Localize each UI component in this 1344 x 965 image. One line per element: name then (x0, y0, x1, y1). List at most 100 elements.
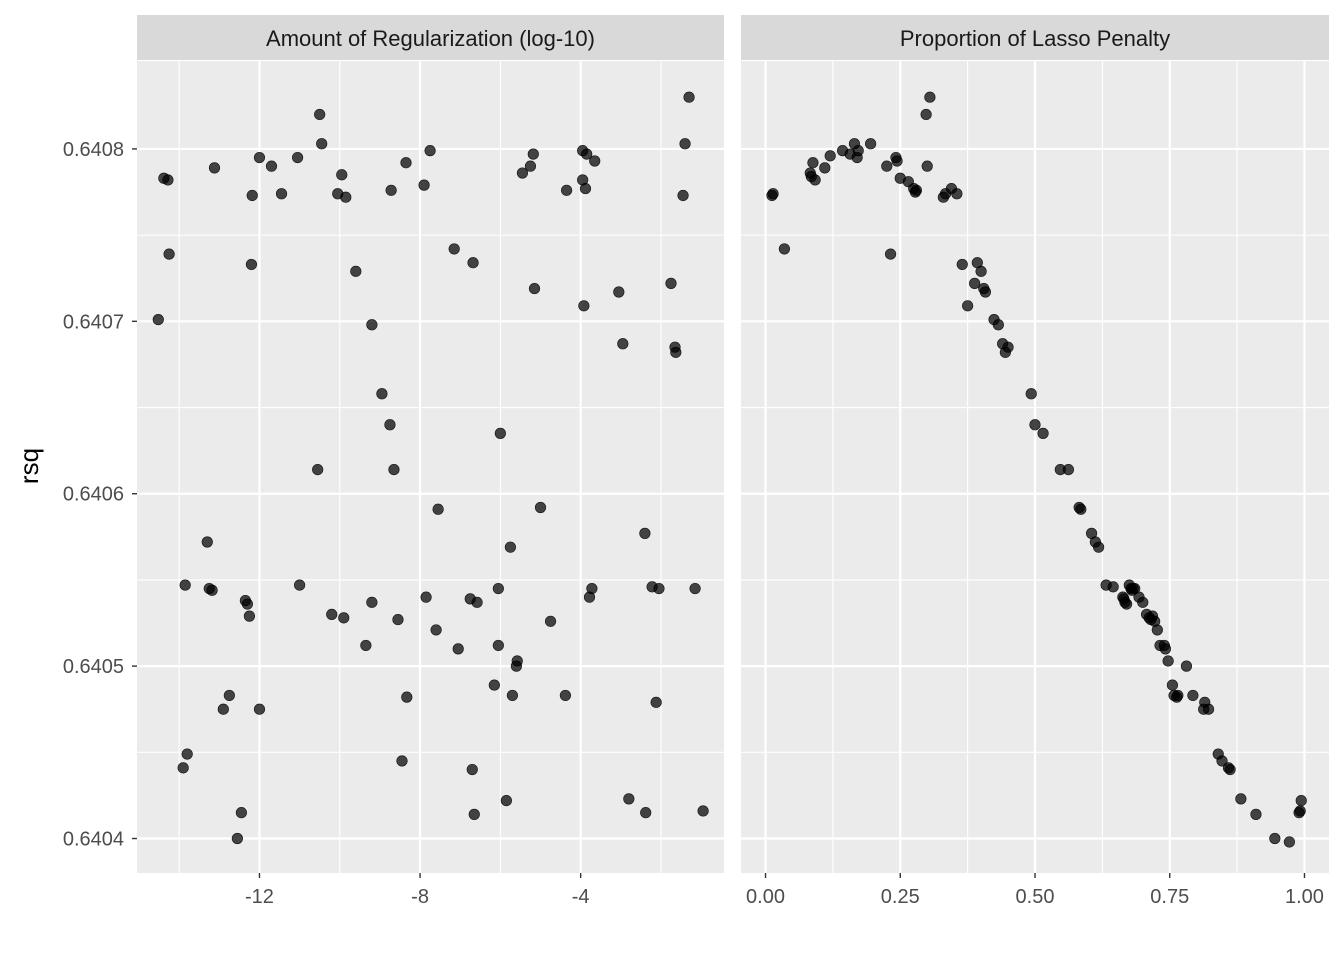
facet-strip (137, 15, 724, 60)
scatter-point (152, 314, 164, 326)
scatter-point (253, 151, 266, 164)
x-tick-label: -8 (411, 886, 429, 908)
scatter-points (766, 91, 1307, 848)
scatter-point (418, 179, 430, 191)
scatter-point (401, 691, 413, 703)
scatter-point (500, 794, 512, 807)
scatter-point (1295, 794, 1307, 807)
y-tick-label: 0.6406 (63, 484, 124, 506)
scatter-point (975, 265, 987, 277)
scatter-point (544, 615, 557, 627)
scatter-point (578, 300, 590, 312)
panel-background (137, 61, 724, 873)
scatter-point (951, 188, 963, 200)
scatter-point (1092, 541, 1105, 553)
scatter-point (179, 579, 191, 591)
scatter-point (665, 277, 677, 289)
y-tick-label: 0.6405 (63, 656, 124, 678)
scatter-point (617, 338, 629, 350)
scatter-point (235, 807, 247, 819)
scatter-point (528, 282, 541, 295)
facet-strip (741, 15, 1329, 60)
scatter-point (206, 584, 218, 596)
scatter-point (360, 639, 372, 652)
scatter-point (350, 265, 362, 277)
scatter-point (623, 793, 635, 805)
facet-panel-1: Amount of Regularization (log-10) -12 -8 -4 (137, 15, 724, 908)
scatter-point (561, 184, 573, 196)
scatter-point (275, 188, 288, 200)
scatter-point (613, 286, 625, 298)
scatter-point (163, 248, 175, 260)
scatter-point (366, 596, 378, 608)
scatter-point (1002, 341, 1014, 353)
scatter-point (316, 138, 328, 150)
scatter-point (1172, 689, 1184, 702)
y-axis-title: rsq (14, 448, 44, 484)
scatter-point (679, 138, 691, 150)
scatter-point (468, 808, 480, 820)
scatter-point (312, 463, 324, 476)
scatter-point (921, 160, 933, 172)
scatter-point (217, 703, 229, 715)
scatter-point (809, 174, 821, 186)
scatter-point (992, 319, 1004, 331)
scatter-point (1137, 596, 1149, 608)
scatter-point (424, 145, 436, 157)
scatter-point (852, 145, 864, 157)
scatter-point (177, 762, 189, 774)
scatter-point (1216, 755, 1228, 767)
scatter-point (400, 157, 412, 169)
scatter-point (245, 258, 258, 271)
scatter-point (534, 501, 547, 514)
scatter-point (670, 346, 682, 358)
scatter-point (650, 696, 662, 708)
scatter-point (494, 427, 506, 439)
scatter-point (396, 755, 408, 767)
facet-strip-label: Proportion of Lasso Penalty (900, 26, 1170, 51)
scatter-point (1187, 689, 1199, 702)
scatter-point (884, 248, 897, 260)
scatter-point (246, 189, 258, 202)
facet-panel-2: Proportion of Lasso Penalty 0.00 0.25 0.50 0… (741, 15, 1329, 908)
scatter-point (181, 748, 193, 760)
scatter-point (516, 167, 529, 179)
scatter-point (1151, 624, 1163, 636)
scatter-points (152, 91, 709, 845)
scatter-point (881, 160, 893, 172)
scatter-point (1294, 805, 1306, 817)
y-tick-label: 0.6408 (63, 139, 124, 161)
scatter-point (1224, 763, 1236, 776)
scatter-point (467, 257, 479, 269)
panels-layer: Amount of Regularization (log-10) -12 -8 -4… (137, 15, 1329, 908)
scatter-point (979, 286, 992, 298)
scatter-point (524, 160, 537, 172)
scatter-point (504, 541, 517, 553)
x-tick-label: -4 (572, 886, 590, 908)
scatter-point (589, 155, 601, 167)
x-tick-label: -12 (245, 886, 274, 908)
scatter-point (488, 679, 500, 691)
scatter-point (1283, 836, 1295, 848)
scatter-point (208, 162, 221, 174)
scatter-point (201, 536, 213, 548)
scatter-point (243, 610, 256, 622)
x-tick-label: 0.50 (1016, 886, 1055, 908)
scatter-point (392, 613, 404, 626)
scatter-point (1235, 793, 1247, 805)
scatter-point (492, 582, 504, 595)
scatter-point (579, 182, 592, 195)
scatter-point (384, 419, 396, 431)
scatter-point (559, 689, 572, 702)
scatter-point (511, 655, 523, 667)
scatter-point (294, 579, 306, 591)
scatter-point (653, 582, 665, 595)
scatter-point (338, 612, 350, 624)
scatter-point (969, 277, 981, 289)
y-axis: 0.6404 0.6405 0.6406 0.6407 0.6408 (63, 139, 137, 851)
scatter-point (697, 805, 709, 817)
scatter-point (639, 527, 651, 539)
scatter-point (231, 832, 243, 845)
scatter-point (581, 148, 593, 160)
